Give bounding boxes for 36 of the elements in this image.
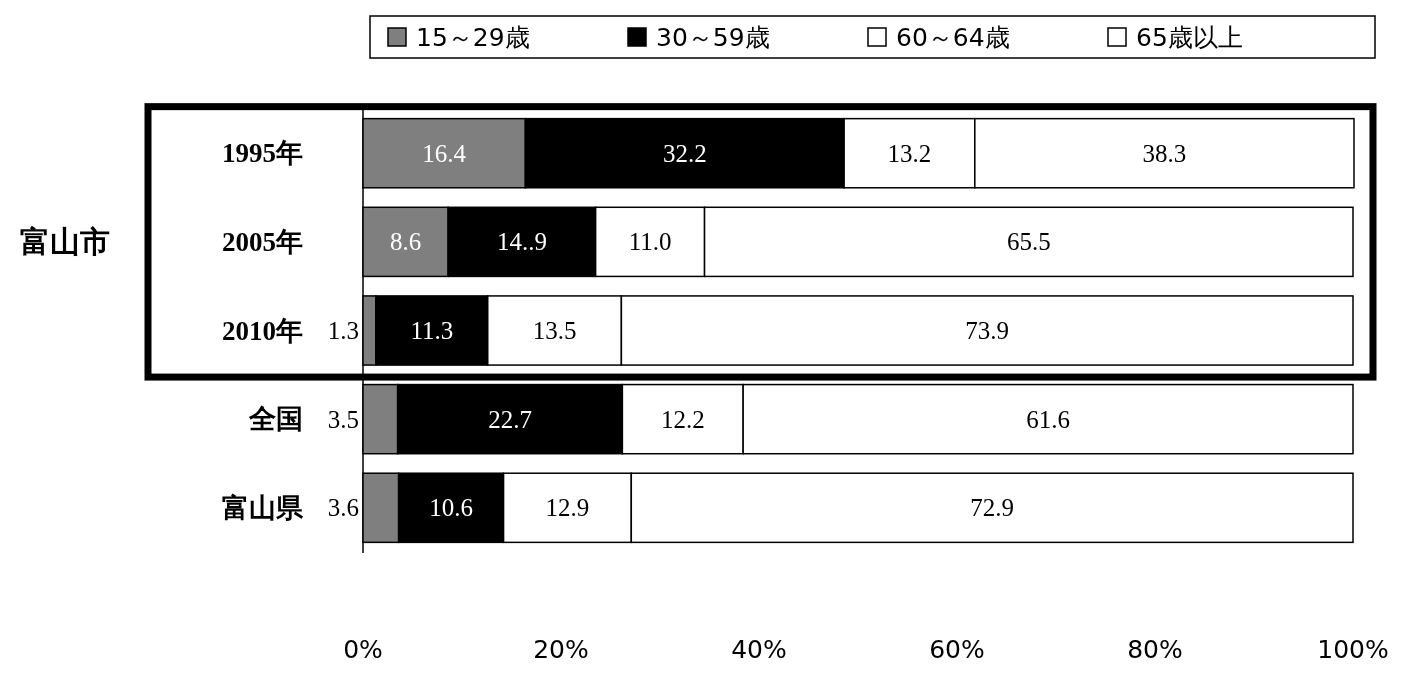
text: 富山市	[20, 224, 110, 260]
data-label: 73.9	[965, 317, 1010, 344]
data-label: 12.9	[545, 494, 590, 522]
data-label: 61.6	[1026, 405, 1070, 433]
data-label: 8.6	[389, 228, 422, 256]
legend-label: 60～64歳	[896, 22, 1010, 52]
data-label: 11.0	[628, 228, 672, 256]
x-tick-label: 100%	[1317, 635, 1389, 664]
x-tick-label: 20%	[533, 635, 589, 664]
data-label: 22.7	[488, 405, 532, 433]
x-tick-label: 60%	[929, 635, 985, 664]
legend-label: 30～59歳	[656, 22, 770, 52]
x-tick-label: 0%	[343, 635, 383, 664]
data-label: 10.6	[429, 494, 473, 522]
data-label: 3.6	[327, 494, 359, 522]
data-label: 12.2	[660, 405, 705, 433]
x-tick-label: 40%	[731, 635, 787, 664]
x-tick-label: 80%	[1127, 635, 1183, 664]
data-label: 14..9	[496, 228, 547, 256]
legend-label: 15～29歳	[416, 22, 530, 52]
data-label: 11.3	[410, 317, 454, 344]
data-label: 1.3	[327, 317, 359, 344]
y-tick-label: 1995年	[222, 138, 303, 169]
y-tick-label: 2010年	[222, 315, 303, 346]
y-tick-label: 2005年	[222, 226, 303, 257]
data-label: 65.5	[1006, 228, 1051, 256]
data-label: 72.9	[970, 494, 1015, 522]
y-tick-label: 富山県	[222, 492, 304, 523]
data-label: 3.5	[327, 405, 359, 433]
data-label: 13.2	[887, 139, 932, 167]
data-label: 16.4	[422, 139, 467, 167]
data-label: 32.2	[662, 139, 707, 167]
y-tick-label: 全国	[248, 404, 303, 435]
data-label: 38.3	[1142, 139, 1187, 167]
legend-label: 65歳以上	[1136, 22, 1243, 52]
data-label: 13.5	[532, 317, 577, 344]
